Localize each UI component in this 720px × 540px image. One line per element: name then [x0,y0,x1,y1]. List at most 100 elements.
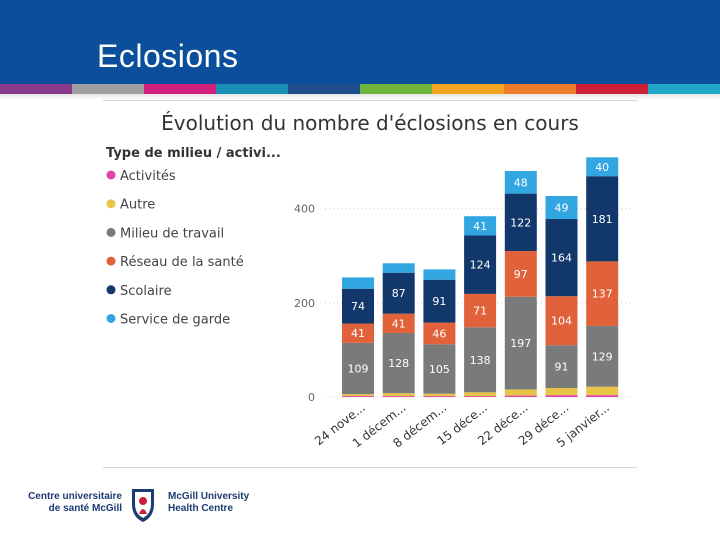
header-banner: Eclosions [0,0,720,84]
bar-segment [423,396,456,397]
data-label: 41 [351,327,365,340]
stripe-segment [648,84,720,94]
legend-marker [106,227,116,237]
bar-segment [586,261,619,326]
bar-segment [464,392,497,397]
bar-segment [342,342,374,395]
stripe-segment [288,84,361,94]
legend-marker [106,256,116,266]
legend-marker [106,314,116,323]
data-label: 87 [392,287,406,300]
data-label: 138 [470,354,491,367]
bar-segment [423,393,456,397]
data-label: 74 [351,300,365,313]
chart-frame: Évolution du nombre d'éclosions en cours… [103,100,637,468]
legend-label: Autre [120,198,155,213]
page-title: Eclosions [97,38,239,74]
bar-segment [504,171,537,194]
stripe-segment [0,84,73,94]
x-axis: 24 nove...1 décem...8 décem...15 déce...… [312,400,612,450]
bar-segment [342,396,374,397]
data-label: 197 [510,337,531,350]
bar-segment [342,288,374,324]
bar-segment [586,157,619,177]
bars [342,157,619,397]
legend-marker [106,285,116,295]
stripe-segment [216,84,289,94]
bar-segment [382,393,415,397]
bar-segment [504,395,537,397]
bar-segment [464,327,497,393]
bar-segment [586,386,619,396]
data-label: 181 [592,213,613,226]
bar-segment [545,296,578,346]
bar-segment [464,396,497,397]
bar-segment [586,176,619,262]
bar-segment [382,272,415,314]
data-label: 91 [555,361,569,374]
data-label: 109 [348,363,369,376]
data-label: 41 [392,317,406,330]
bar-segment [545,395,578,397]
bar-segment [504,389,537,396]
bar-segment [423,279,456,323]
data-label: 48 [514,176,528,189]
logo-en-line1: McGill University [168,491,250,502]
logo-en-line2: Health Centre [168,503,233,514]
chart-title: Évolution du nombre d'éclosions en cours [161,111,579,135]
y-tick-label: 400 [294,203,315,216]
legend-title: Type de milieu / activi... [106,146,281,161]
stripe-segment [72,84,145,94]
legend-label: Réseau de la santé [120,255,244,270]
bar-segment [464,293,497,328]
data-label: 129 [592,350,613,363]
bar-segment [423,322,456,345]
legend-label: Activités [120,169,176,184]
data-label: 137 [592,288,613,301]
bar-segment [423,269,456,280]
stripe-segment [144,84,217,94]
data-label: 122 [510,216,531,229]
bar-segment [545,219,578,297]
bar-labels: 109 41 74 128 41 87 105 46 91 138 71 124 41 197 97 122 4… [348,161,613,376]
stripe-shadow [0,94,720,100]
data-label: 41 [473,220,487,233]
legend: Activités Autre Milieu de travail Réseau de… [106,169,244,328]
stripe-segment [504,84,577,94]
data-label: 124 [470,259,491,272]
legend-label: Milieu de travail [120,226,224,241]
logo-fr-line2: de santé McGill [49,503,123,514]
legend-marker [106,170,116,180]
bar-segment [545,195,578,220]
legend-label: Service de garde [120,313,230,328]
gridlines: 0 200 400 [294,203,633,404]
stripe-segment [360,84,433,94]
logo-fr-line1: Centre universitaire [28,491,122,502]
data-label: 128 [388,357,409,370]
bar-segment [382,313,415,333]
legend-label: Scolaire [120,284,172,299]
crest-icon [132,489,154,522]
stripe-segment [576,84,649,94]
bar-segment [586,395,619,397]
y-tick-label: 200 [294,297,315,310]
bar-segment [504,193,537,252]
bar-segment [342,277,374,289]
bar-segment [504,251,537,297]
data-label: 49 [555,201,569,214]
data-label: 40 [595,161,609,174]
bar-segment [382,263,415,273]
bar-segment [464,216,497,236]
data-label: 71 [473,305,487,318]
data-label: 105 [429,363,450,376]
bar-segment [586,325,619,387]
bar-segment [382,396,415,397]
bar-segment [545,345,578,389]
data-label: 97 [514,268,528,281]
bar-segment [545,388,578,396]
stripe-segment [432,84,505,94]
chart: Évolution du nombre d'éclosions en cours… [106,111,633,450]
bar-segment [342,394,374,397]
bar-segment [464,235,497,294]
data-label: 46 [432,327,446,340]
